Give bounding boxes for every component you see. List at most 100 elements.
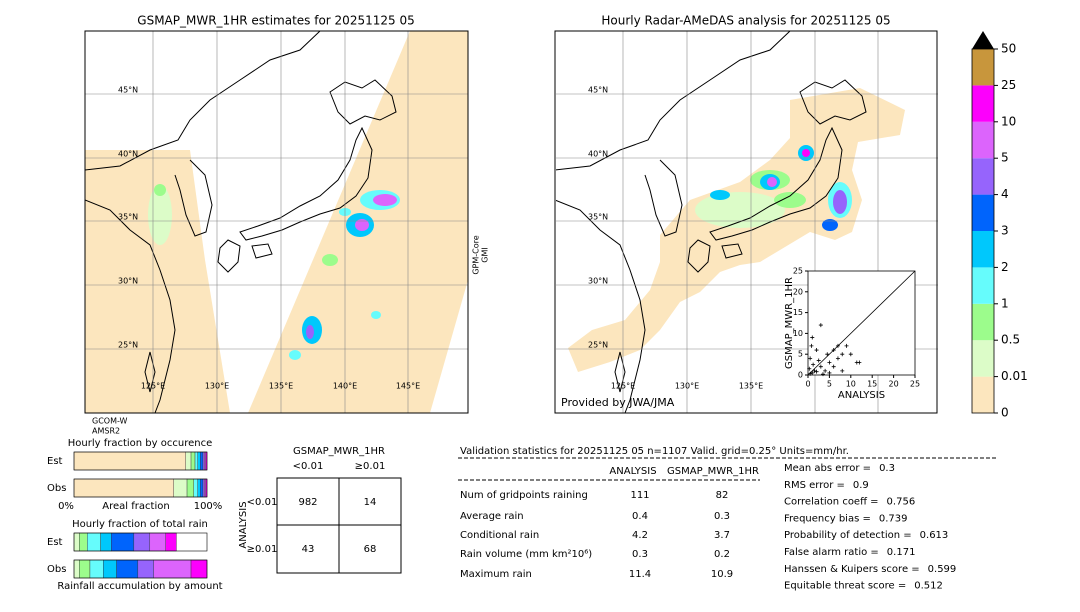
scatter-point: [811, 362, 816, 367]
rain-area: [373, 194, 397, 206]
fraction-segment: [103, 559, 117, 579]
rain-area: [355, 219, 369, 231]
scatter-point: [827, 360, 832, 365]
axis-label: 100%: [194, 501, 223, 512]
rain-area: [695, 192, 785, 228]
map-frame: [554, 30, 938, 414]
fraction-segment: [190, 559, 208, 579]
scatter-point: [818, 364, 823, 369]
table-cell: 14: [364, 497, 377, 508]
fraction-segment: [185, 451, 192, 471]
scatter-point: [810, 335, 815, 340]
score-label: Correlation coeff = 0.756: [784, 497, 915, 508]
fraction-segment: [153, 559, 192, 579]
score-value: 0.171: [887, 547, 916, 558]
stats-value: 10.9: [711, 569, 733, 580]
stats-value: 0.3: [632, 549, 648, 560]
x-tick-label: 25: [910, 380, 920, 389]
y-tick-label: 20: [793, 287, 803, 296]
scatter-point: [831, 348, 836, 353]
table-cell: 982: [298, 497, 317, 508]
scatter-point: [807, 366, 812, 371]
bar-frame: [73, 559, 208, 579]
lon-label: 130°E: [675, 382, 699, 391]
fraction-segment: [197, 478, 201, 498]
y-tick-label: 15: [793, 308, 803, 317]
colorbar-label: 2: [1001, 260, 1009, 274]
score-label: Frequency bias = 0.739: [784, 513, 908, 524]
colorbar-label: 50: [1001, 42, 1016, 56]
fraction-segment: [79, 532, 88, 552]
scatter-point: [818, 323, 823, 328]
fraction-segment: [193, 478, 198, 498]
scatter-point: [810, 370, 815, 375]
colorbar-segment: [972, 340, 994, 377]
y-tick-label: 25: [793, 267, 803, 276]
panel-title: Hourly fraction of total rain: [72, 519, 208, 530]
lon-label: 130°E: [205, 382, 229, 391]
col-header: GSMAP_MWR_1HR: [667, 466, 759, 477]
fraction-segment: [100, 532, 112, 552]
lon-label: 140°E: [333, 382, 357, 391]
map-title: GSMAP_MWR_1HR estimates for 20251125 05: [137, 14, 414, 28]
score-label: Mean abs error = 0.3: [784, 463, 895, 474]
bar-frame: [73, 478, 208, 498]
colorbar-segment: [972, 267, 994, 304]
stats-label: Num of gridpoints raining: [460, 490, 588, 501]
lat-label: 45°N: [588, 86, 608, 95]
lat-label: 40°N: [118, 150, 138, 159]
stats-label: Average rain: [460, 511, 524, 522]
fraction-segment: [79, 559, 91, 579]
score-value: 0.3: [879, 463, 895, 474]
x-axis-label: ANALYSIS: [838, 390, 885, 401]
lon-label: 145°E: [396, 382, 420, 391]
fraction-segment: [73, 478, 174, 498]
fraction-segment: [116, 559, 139, 579]
fraction-segment: [186, 478, 194, 498]
scatter-point: [823, 368, 828, 373]
score-label: Probability of detection = 0.613: [784, 530, 948, 541]
lat-label: 40°N: [588, 150, 608, 159]
scatter-point: [840, 368, 845, 373]
scatter-point: [827, 370, 832, 375]
rain-area: [767, 177, 777, 187]
fraction-segment: [137, 559, 154, 579]
row-label: Obs: [47, 564, 66, 575]
lon-label: 135°E: [269, 382, 293, 391]
fraction-segment: [73, 451, 186, 471]
colorbar-segment: [972, 85, 994, 122]
colorbar-label: 0.5: [1001, 333, 1020, 347]
score-value: 0.739: [879, 513, 908, 524]
panel-title: Hourly fraction by occurence: [68, 438, 212, 449]
scatter-point: [848, 352, 853, 357]
scatter-point: [835, 356, 840, 361]
colorbar-segment: [972, 121, 994, 159]
rain-area: [833, 190, 847, 214]
rain-area: [371, 311, 381, 319]
colorbar-label: 1: [1001, 296, 1009, 310]
stats-value: 4.2: [632, 530, 648, 541]
row-label: Obs: [47, 483, 66, 494]
map-frame: [84, 30, 469, 414]
stats-value: 0.3: [714, 511, 730, 522]
score-label: Hanssen & Kuipers score = 0.599: [784, 564, 956, 575]
row-header: ≥0.01: [247, 544, 278, 555]
y-tick-label: 0: [798, 371, 803, 380]
col-header: ≥0.01: [355, 461, 386, 472]
rain-area: [289, 350, 301, 360]
stats-value: 111: [630, 490, 649, 501]
colorbar-label: 5: [1001, 151, 1009, 165]
credit: Provided by JWA/JMA: [561, 396, 675, 409]
rain-area: [774, 192, 806, 208]
colorbar-segment: [972, 376, 994, 413]
colorbar-label: 0.01: [1001, 369, 1028, 383]
stats-value: 3.7: [714, 530, 730, 541]
x-tick-label: 15: [867, 380, 877, 389]
satellite-label: GMI: [481, 247, 490, 262]
map-title: Hourly Radar-AMeDAS analysis for 2025112…: [601, 14, 890, 28]
scatter-point: [844, 343, 849, 348]
score-value: 0.512: [914, 581, 943, 592]
y-axis-label: GSMAP_MWR_1HR: [784, 277, 795, 369]
lat-label: 30°N: [118, 277, 138, 286]
